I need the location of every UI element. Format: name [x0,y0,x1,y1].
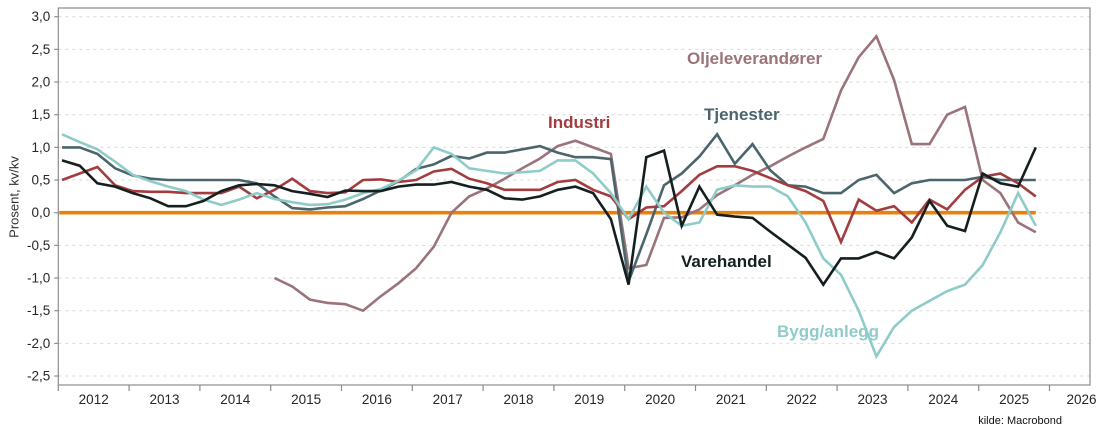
y-tick-label: 0,0 [32,205,51,220]
x-tick-label: 2012 [79,392,109,407]
x-tick-label: 2018 [503,392,533,407]
y-tick-label: -2,0 [27,336,50,351]
series-line-varehandel [61,146,1037,287]
y-tick-label: 1,5 [32,107,51,122]
x-tick-label: 2013 [149,392,179,407]
x-tick-label: 2019 [574,392,604,407]
y-tick-label: -1,0 [27,271,50,286]
x-tick-label: 2023 [857,392,887,407]
x-tick-label: 2026 [1066,392,1096,407]
x-tick-label: 2015 [291,392,321,407]
x-tick-label: 2024 [928,392,959,407]
x-tick-label: 2020 [645,392,675,407]
x-tick-label: 2021 [716,392,746,407]
series-label-industri: Industri [548,113,611,132]
plot-border [57,7,1091,386]
x-tick-label: 2016 [362,392,392,407]
series-line-bygg-anlegg [61,133,1037,360]
x-tick-label: 2014 [220,392,251,407]
x-tick-label: 2022 [787,392,817,407]
y-tick-label: -2,5 [27,369,50,384]
y-tick-label: -0,5 [27,238,50,253]
series-label-oljeleverandorer: Oljeleverandører [687,49,823,68]
y-tick-label: 2,0 [32,75,51,90]
y-tick-label: 1,0 [32,140,51,155]
x-tick-label: 2025 [999,392,1029,407]
y-axis-title: Prosent, kv/kv [6,156,22,238]
series-label-bygg-anlegg: Bygg/anlegg [777,322,880,341]
source-note: kilde: Macrobond [978,415,1062,427]
y-tick-label: 2,5 [32,42,51,57]
y-tick-label: 3,0 [32,9,51,24]
series-line-tjenester [62,132,1036,282]
series-label-tjenester: Tjenester [704,105,780,124]
series-label-varehandel: Varehandel [681,252,772,271]
x-tick-label: 2017 [433,392,463,407]
series-line-industri [61,165,1037,246]
y-tick-label: -1,5 [27,303,50,318]
series-line-oljeleverand-rer [273,33,1037,313]
y-tick-label: 0,5 [32,173,51,188]
